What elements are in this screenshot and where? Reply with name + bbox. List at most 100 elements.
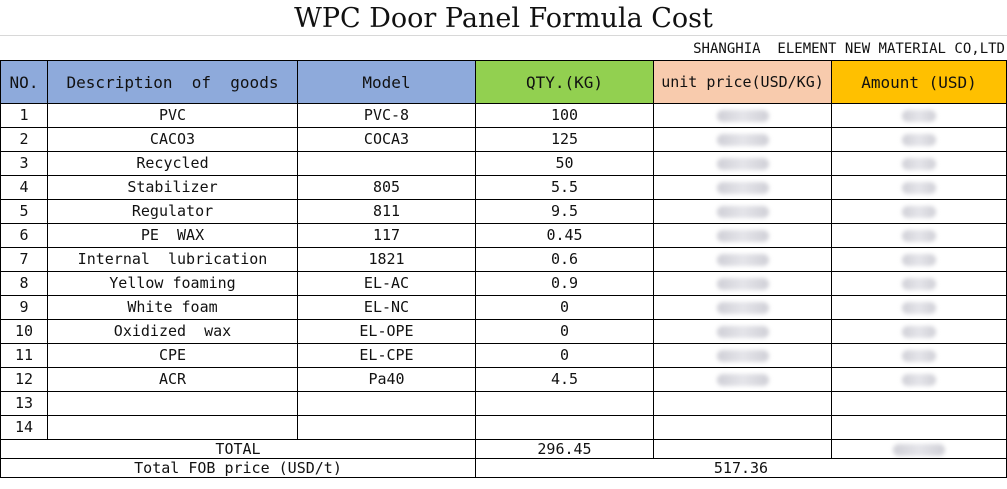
cell-no[interactable]: 7 — [0, 247, 48, 272]
cell-unit-price[interactable] — [653, 295, 832, 320]
cell-model[interactable]: PVC-8 — [297, 103, 476, 128]
cell-model[interactable] — [297, 391, 476, 416]
header-unit-price[interactable]: unit price(USD/KG) — [653, 60, 832, 104]
cell-qty[interactable] — [475, 415, 654, 440]
total-amount-cell[interactable] — [831, 439, 1007, 459]
table-row: 10 Oxidized wax EL-OPE 0 — [0, 319, 1007, 344]
cell-amount[interactable] — [831, 319, 1007, 344]
cell-unit-price[interactable] — [653, 415, 832, 440]
cell-description[interactable]: CACO3 — [47, 127, 298, 152]
cell-qty[interactable]: 100 — [475, 103, 654, 128]
cell-amount[interactable] — [831, 223, 1007, 248]
table-row: 9 White foam EL-NC 0 — [0, 295, 1007, 320]
cell-amount[interactable] — [831, 295, 1007, 320]
cell-no[interactable]: 2 — [0, 127, 48, 152]
cell-qty[interactable]: 0.45 — [475, 223, 654, 248]
cell-description[interactable]: White foam — [47, 295, 298, 320]
cell-model[interactable]: EL-NC — [297, 295, 476, 320]
cell-description[interactable] — [47, 391, 298, 416]
cell-qty[interactable]: 5.5 — [475, 175, 654, 200]
cell-description[interactable]: CPE — [47, 343, 298, 368]
table-row: 11 CPE EL-CPE 0 — [0, 343, 1007, 368]
cell-amount[interactable] — [831, 415, 1007, 440]
cell-amount[interactable] — [831, 391, 1007, 416]
cell-description[interactable]: Stabilizer — [47, 175, 298, 200]
cell-qty[interactable] — [475, 391, 654, 416]
cell-description[interactable]: ACR — [47, 367, 298, 392]
cell-qty[interactable]: 0 — [475, 343, 654, 368]
cell-model[interactable]: Pa40 — [297, 367, 476, 392]
cell-no[interactable]: 8 — [0, 271, 48, 296]
cell-amount[interactable] — [831, 271, 1007, 296]
cell-amount[interactable] — [831, 175, 1007, 200]
cell-description[interactable]: Regulator — [47, 199, 298, 224]
cell-no[interactable]: 10 — [0, 319, 48, 344]
cell-qty[interactable]: 0 — [475, 295, 654, 320]
cell-model[interactable]: 1821 — [297, 247, 476, 272]
total-qty[interactable]: 296.45 — [475, 439, 654, 459]
cell-unit-price[interactable] — [653, 271, 832, 296]
cell-unit-price[interactable] — [653, 175, 832, 200]
header-description[interactable]: Description of goods — [47, 60, 298, 104]
cell-model[interactable] — [297, 151, 476, 176]
cell-no[interactable]: 5 — [0, 199, 48, 224]
cell-amount[interactable] — [831, 367, 1007, 392]
cell-no[interactable]: 6 — [0, 223, 48, 248]
cell-qty[interactable]: 4.5 — [475, 367, 654, 392]
total-unit-price-cell[interactable] — [653, 439, 832, 459]
cell-description[interactable]: Yellow foaming — [47, 271, 298, 296]
cell-description[interactable] — [47, 415, 298, 440]
cell-unit-price[interactable] — [653, 367, 832, 392]
cell-amount[interactable] — [831, 247, 1007, 272]
cell-unit-price[interactable] — [653, 127, 832, 152]
cell-no[interactable]: 9 — [0, 295, 48, 320]
cell-amount[interactable] — [831, 103, 1007, 128]
cell-model[interactable]: 805 — [297, 175, 476, 200]
cell-unit-price[interactable] — [653, 247, 832, 272]
cell-unit-price[interactable] — [653, 319, 832, 344]
cell-unit-price[interactable] — [653, 103, 832, 128]
cell-no[interactable]: 3 — [0, 151, 48, 176]
cell-description[interactable]: PVC — [47, 103, 298, 128]
cell-no[interactable]: 4 — [0, 175, 48, 200]
cell-model[interactable]: EL-CPE — [297, 343, 476, 368]
cell-model[interactable]: COCA3 — [297, 127, 476, 152]
header-model[interactable]: Model — [297, 60, 476, 104]
cell-amount[interactable] — [831, 151, 1007, 176]
header-no[interactable]: NO. — [0, 60, 48, 104]
cell-qty[interactable]: 50 — [475, 151, 654, 176]
fob-label[interactable]: Total FOB price (USD/t) — [0, 458, 476, 478]
cell-no[interactable]: 1 — [0, 103, 48, 128]
cell-qty[interactable]: 0.6 — [475, 247, 654, 272]
cell-no[interactable]: 13 — [0, 391, 48, 416]
cell-unit-price[interactable] — [653, 391, 832, 416]
cell-qty[interactable]: 9.5 — [475, 199, 654, 224]
cell-description[interactable]: Oxidized wax — [47, 319, 298, 344]
cell-amount[interactable] — [831, 199, 1007, 224]
cell-description[interactable]: Internal lubrication — [47, 247, 298, 272]
cell-unit-price[interactable] — [653, 223, 832, 248]
cell-qty[interactable]: 0 — [475, 319, 654, 344]
cell-model[interactable] — [297, 415, 476, 440]
cell-unit-price[interactable] — [653, 343, 832, 368]
header-qty[interactable]: QTY.(KG) — [475, 60, 654, 104]
total-label[interactable]: TOTAL — [0, 439, 476, 459]
cell-qty[interactable]: 125 — [475, 127, 654, 152]
cell-model[interactable]: 811 — [297, 199, 476, 224]
cell-no[interactable]: 11 — [0, 343, 48, 368]
cell-unit-price[interactable] — [653, 151, 832, 176]
cell-qty[interactable]: 0.9 — [475, 271, 654, 296]
cell-no[interactable]: 14 — [0, 415, 48, 440]
cell-unit-price[interactable] — [653, 199, 832, 224]
cell-no[interactable]: 12 — [0, 367, 48, 392]
cell-model[interactable]: EL-AC — [297, 271, 476, 296]
cell-description[interactable]: PE WAX — [47, 223, 298, 248]
fob-value[interactable]: 517.36 — [475, 458, 1007, 478]
cell-description[interactable]: Recycled — [47, 151, 298, 176]
header-amount[interactable]: Amount (USD) — [831, 60, 1007, 104]
cell-amount[interactable] — [831, 343, 1007, 368]
redacted-value — [716, 277, 769, 290]
cell-amount[interactable] — [831, 127, 1007, 152]
cell-model[interactable]: EL-OPE — [297, 319, 476, 344]
cell-model[interactable]: 117 — [297, 223, 476, 248]
